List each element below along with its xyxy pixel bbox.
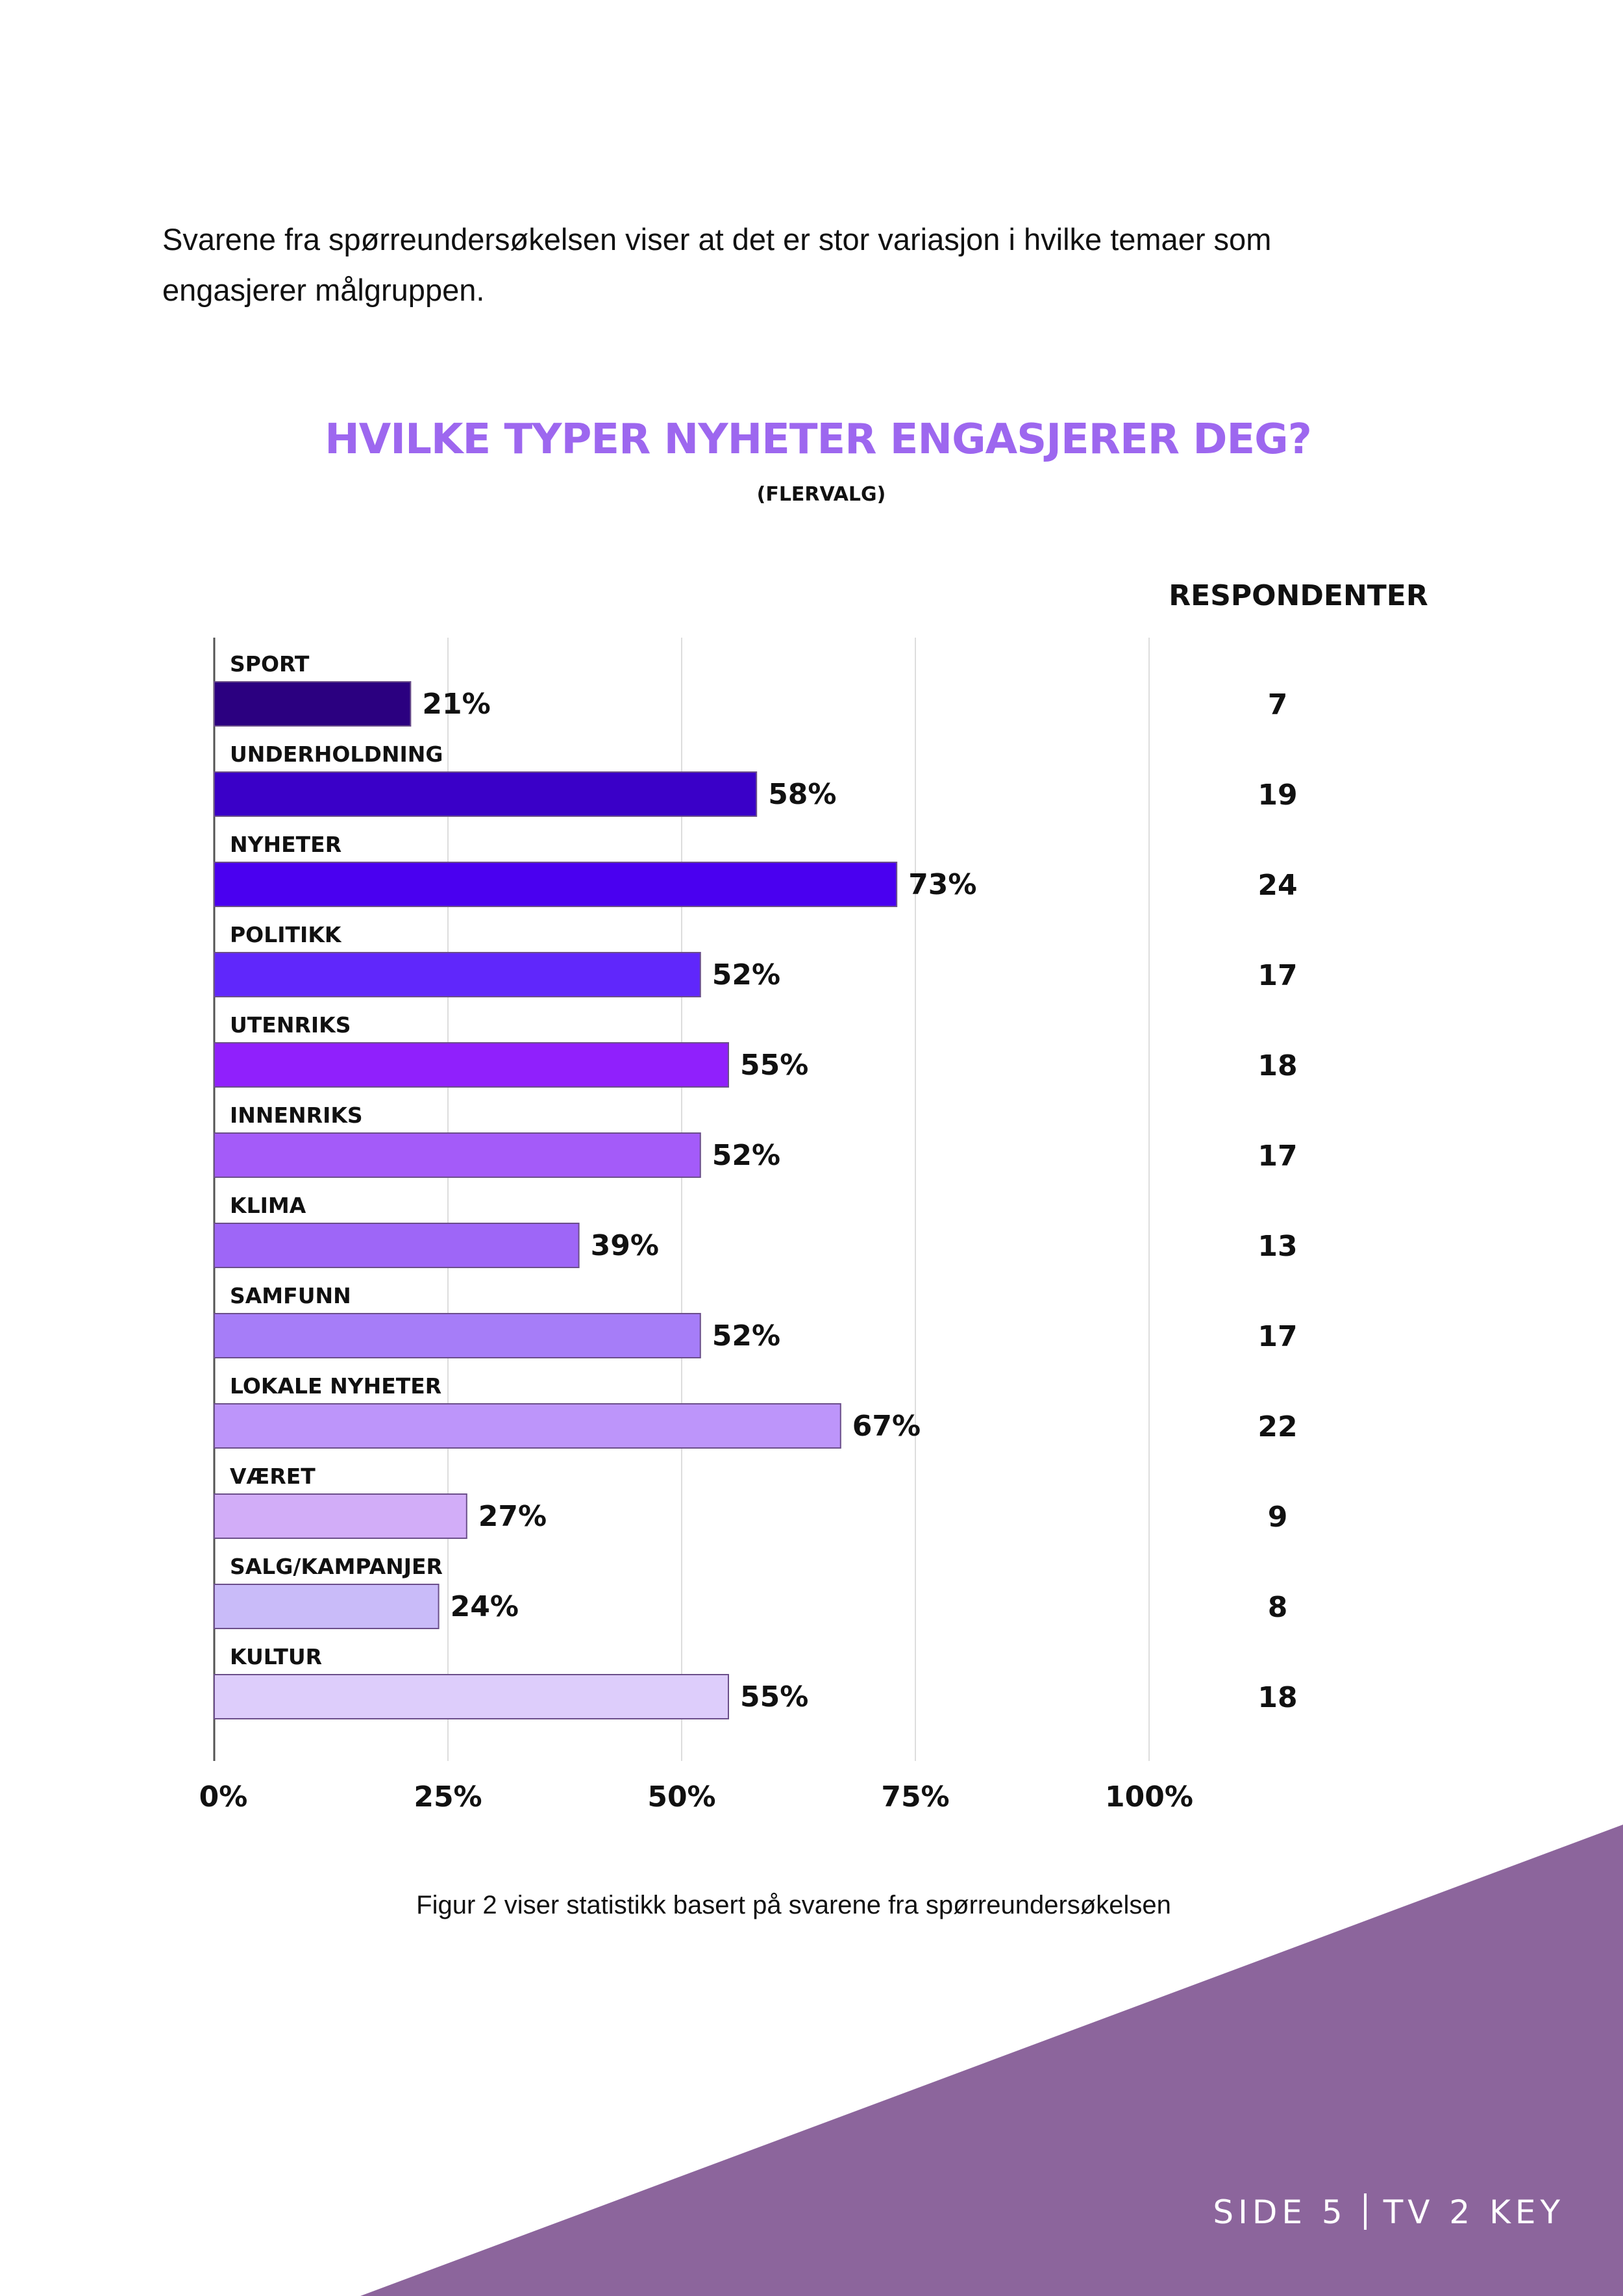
- respondent-count: 17: [1258, 1140, 1297, 1173]
- value-label: 52%: [712, 958, 780, 992]
- category-label: SAMFUNN: [230, 1283, 351, 1308]
- value-label: 55%: [740, 1680, 808, 1714]
- category-label: LOKALE NYHETER: [230, 1373, 441, 1399]
- figure-caption: Figur 2 viser statistikk basert på svare…: [416, 1891, 1171, 1919]
- respondent-count: 22: [1258, 1410, 1297, 1443]
- value-label: 39%: [591, 1229, 659, 1262]
- chart-title: HVILKE TYPER NYHETER ENGASJERER DEG?: [325, 416, 1312, 464]
- respondent-count: 7: [1268, 688, 1288, 721]
- x-tick-label: 100%: [1105, 1780, 1193, 1814]
- category-label: POLITIKK: [230, 922, 342, 947]
- respondent-count: 24: [1258, 869, 1297, 902]
- respondent-count: 13: [1258, 1230, 1297, 1263]
- x-tick-label: 50%: [647, 1780, 715, 1814]
- value-label: 27%: [478, 1500, 547, 1533]
- value-label: 52%: [712, 1139, 780, 1172]
- value-label: 21%: [422, 688, 490, 721]
- value-label: 67%: [852, 1410, 921, 1443]
- value-label: 52%: [712, 1319, 780, 1353]
- bar: [214, 1674, 729, 1719]
- chart-subtitle: (FLERVALG): [756, 483, 886, 506]
- bar: [214, 1493, 467, 1539]
- category-label: UTENRIKS: [230, 1012, 351, 1038]
- x-tick-label: 75%: [881, 1780, 949, 1814]
- value-label: 73%: [908, 868, 976, 901]
- brand-name: TV 2 KEY: [1383, 2193, 1565, 2231]
- respondent-count: 18: [1258, 1681, 1297, 1714]
- x-tick-label: 25%: [414, 1780, 482, 1814]
- respondent-count: 8: [1268, 1591, 1288, 1624]
- respondents-header: RESPONDENTER: [1169, 579, 1428, 612]
- respondent-count: 18: [1258, 1049, 1297, 1082]
- bar: [214, 681, 412, 727]
- footer-separator: [1363, 2193, 1367, 2230]
- respondent-count: 9: [1268, 1501, 1288, 1534]
- respondent-count: 17: [1258, 959, 1297, 992]
- category-label: INNENRIKS: [230, 1103, 363, 1128]
- intro-paragraph: Svarene fra spørreundersøkelsen viser at…: [162, 222, 1272, 307]
- bar: [214, 952, 701, 997]
- x-tick-label: 0%: [199, 1780, 248, 1814]
- page-footer: SIDE 5 TV 2 KEY: [1213, 2193, 1565, 2231]
- category-label: KULTUR: [230, 1644, 322, 1669]
- bar: [214, 1132, 701, 1178]
- value-label: 58%: [768, 778, 836, 811]
- category-label: UNDERHOLDNING: [230, 742, 443, 767]
- category-label: KLIMA: [230, 1193, 306, 1218]
- category-label: SPORT: [230, 651, 310, 677]
- bar: [214, 1584, 440, 1629]
- bar: [214, 1042, 729, 1088]
- value-label: 24%: [451, 1590, 519, 1623]
- category-label: NYHETER: [230, 832, 341, 857]
- bar-chart: 0% 25% 50% 75% 100% SPORT 21% 7 UNDERHOLDNING 58%…: [199, 638, 1298, 1814]
- respondent-count: 19: [1258, 779, 1297, 812]
- value-label: 55%: [740, 1049, 808, 1082]
- bar: [214, 1313, 701, 1358]
- category-label: SALG/KAMPANJER: [230, 1554, 443, 1579]
- category-label: VÆRET: [230, 1464, 316, 1489]
- bar: [214, 862, 898, 907]
- bar: [214, 1403, 841, 1449]
- page-number: SIDE 5: [1213, 2193, 1347, 2231]
- bar: [214, 771, 758, 817]
- respondent-count: 17: [1258, 1320, 1297, 1353]
- bar: [214, 1223, 580, 1268]
